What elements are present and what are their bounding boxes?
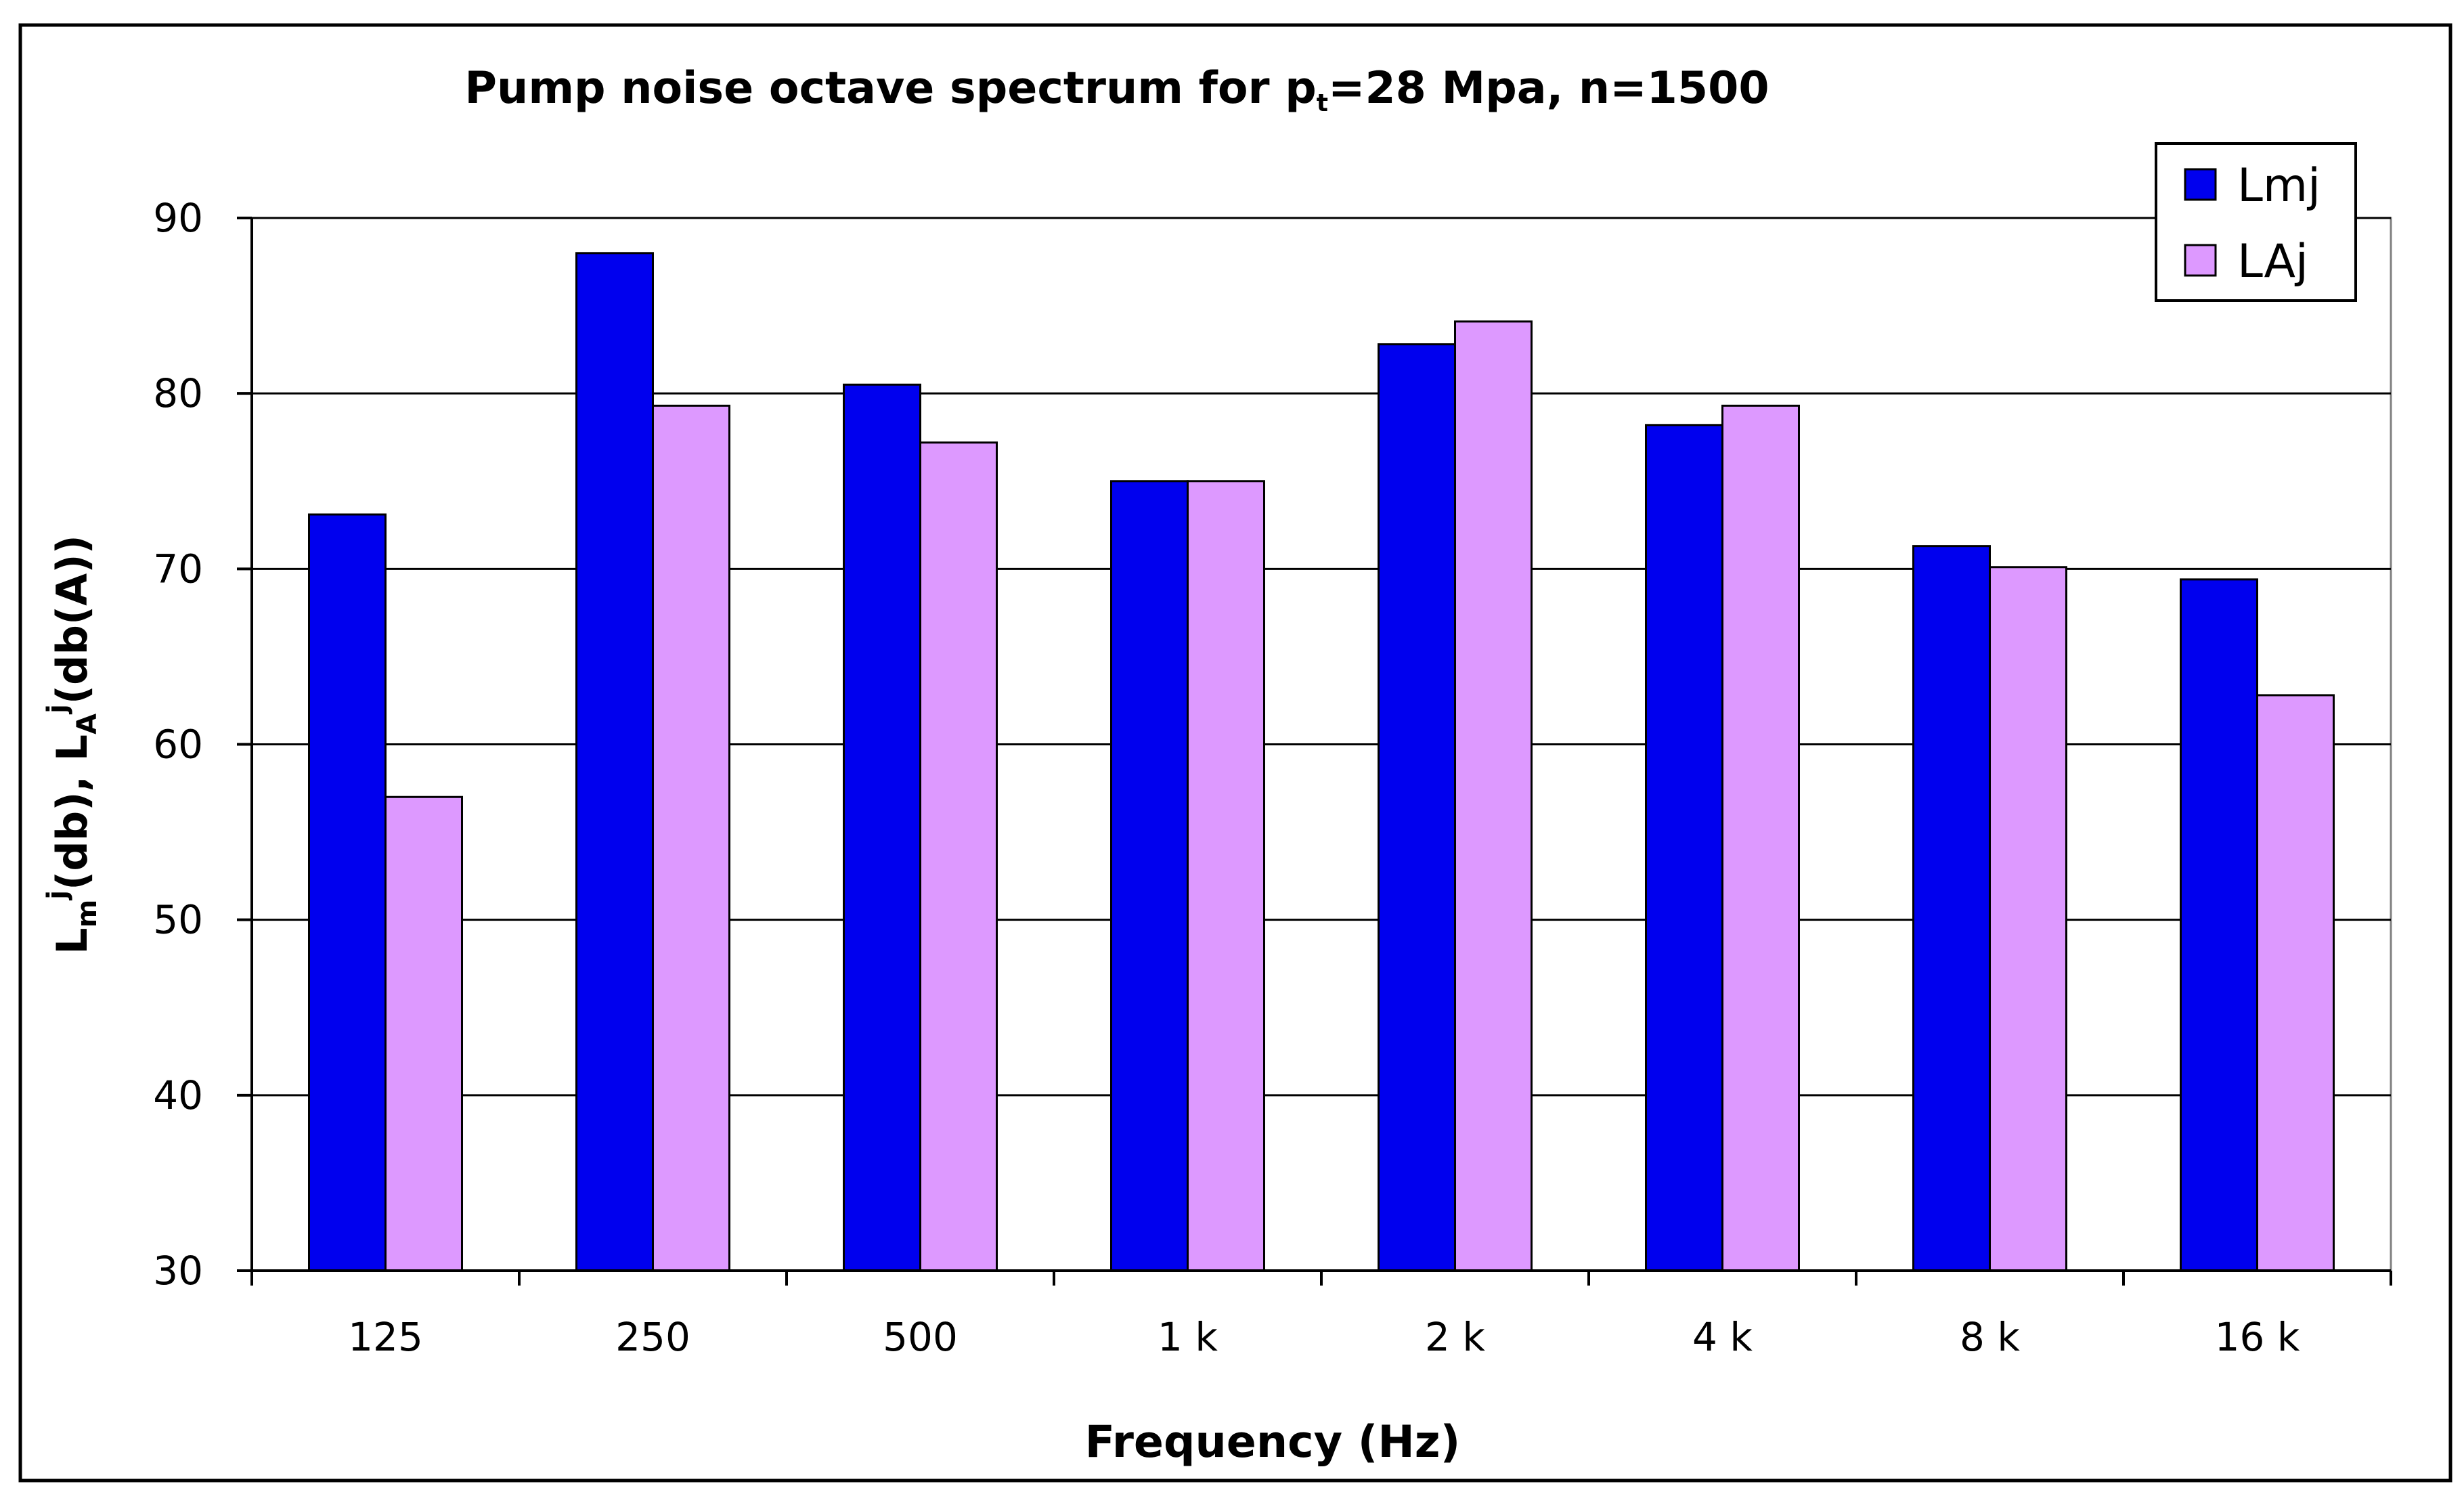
legend-swatch-laj bbox=[2184, 244, 2217, 277]
y-label-db-la: (db), L bbox=[47, 735, 97, 890]
legend: Lmj LAj bbox=[2155, 142, 2357, 302]
legend-label-laj: LAj bbox=[2237, 235, 2308, 288]
bar-lmj-5 bbox=[1645, 424, 1723, 1272]
bar-laj-7 bbox=[2256, 694, 2335, 1272]
x-tick-label-3: 1 k bbox=[1158, 1314, 1218, 1360]
bar-laj-1 bbox=[652, 404, 730, 1272]
y-tick-label-40: 40 bbox=[153, 1072, 203, 1118]
y-tick-label-30: 30 bbox=[153, 1248, 203, 1294]
bar-laj-2 bbox=[919, 441, 998, 1272]
y-tick-label-50: 50 bbox=[153, 897, 203, 943]
title-part-2: =28 Mpa, n=1500 bbox=[1328, 63, 1769, 114]
x-tick-label-4: 2 k bbox=[1425, 1314, 1485, 1360]
bar-laj-4 bbox=[1454, 320, 1533, 1272]
bar-lmj-1 bbox=[575, 252, 654, 1272]
bar-laj-0 bbox=[384, 795, 463, 1272]
y-label-j-sup: j bbox=[42, 890, 73, 901]
y-ticks: 30 40 50 60 70 80 90 bbox=[153, 195, 252, 1294]
legend-label-lmj: Lmj bbox=[2237, 159, 2320, 213]
y-label-m-sub: m bbox=[72, 900, 103, 928]
x-tick-label-5: 4 k bbox=[1692, 1314, 1753, 1360]
x-tick-label-2: 500 bbox=[883, 1314, 958, 1360]
title-subscript: t bbox=[1317, 89, 1328, 117]
bar-laj-3 bbox=[1187, 480, 1265, 1272]
bar-lmj-4 bbox=[1378, 343, 1456, 1272]
title-part-1: Pump noise octave spectrum for p bbox=[464, 63, 1316, 114]
chart-title: Pump noise octave spectrum for pt=28 Mpa… bbox=[464, 63, 1769, 117]
y-tick-label-80: 80 bbox=[153, 370, 203, 416]
bar-lmj-0 bbox=[308, 513, 387, 1272]
x-tick-label-6: 8 k bbox=[1960, 1314, 2020, 1360]
x-tick-label-1: 250 bbox=[615, 1314, 690, 1360]
y-tick-label-60: 60 bbox=[153, 722, 203, 768]
legend-swatch-lmj bbox=[2184, 168, 2217, 201]
bar-laj-6 bbox=[1989, 566, 2067, 1272]
bar-laj-5 bbox=[1721, 404, 1800, 1272]
bar-lmj-7 bbox=[2180, 578, 2258, 1272]
x-tick-label-0: 125 bbox=[348, 1314, 423, 1360]
bar-lmj-6 bbox=[1912, 545, 1991, 1272]
x-axis-label: Frequency (Hz) bbox=[1085, 1417, 1461, 1468]
y-label-j2-sup: j bbox=[42, 704, 73, 715]
bar-lmj-2 bbox=[843, 383, 921, 1272]
y-tick-label-90: 90 bbox=[153, 195, 203, 241]
x-tick-label-7: 16 k bbox=[2215, 1314, 2300, 1360]
bars bbox=[308, 252, 2335, 1272]
y-axis-label: Lmj(db), LAj(db(A)) bbox=[42, 535, 103, 955]
x-ticks: 125 250 500 1 k 2 k 4 k 8 k 16 k bbox=[250, 1271, 2392, 1360]
y-label-l: L bbox=[47, 927, 97, 955]
y-label-dba: (db(A)) bbox=[47, 535, 97, 704]
y-tick-label-70: 70 bbox=[153, 546, 203, 592]
bar-lmj-3 bbox=[1110, 480, 1189, 1272]
y-label-a-sub: A bbox=[72, 714, 103, 735]
